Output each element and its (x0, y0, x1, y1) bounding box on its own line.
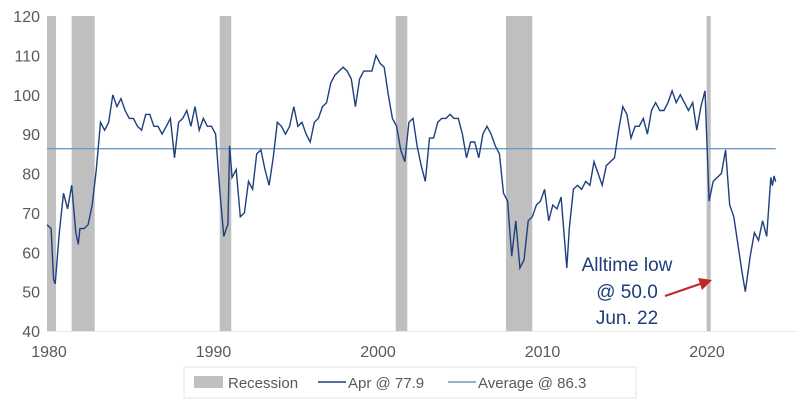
legend-series-label: Apr @ 77.9 (348, 375, 424, 392)
legend-recession-label: Recession (228, 375, 298, 392)
legend-box (183, 366, 637, 399)
recession-band (47, 16, 57, 331)
x-tick-label: 2000 (360, 344, 396, 361)
y-ticks: 40 50 60 70 80 90 100 110 120 (13, 9, 40, 341)
annotation-line-3: Jun. 22 (596, 308, 658, 329)
recession-band (219, 16, 232, 331)
y-tick-label: 120 (13, 9, 40, 26)
y-tick-label: 60 (22, 245, 40, 262)
arrow-head-icon (698, 278, 712, 290)
recession-band (505, 16, 533, 331)
annotation-line-1: Alltime low (582, 255, 673, 276)
y-tick-label: 70 (22, 206, 40, 223)
annotation: Alltime low @ 50.0 Jun. 22 (582, 255, 712, 329)
legend: Recession Apr @ 77.9 Average @ 86.3 (183, 366, 637, 399)
x-tick-label: 1980 (31, 344, 67, 361)
x-tick-label: 2020 (689, 344, 725, 361)
recession-band (395, 16, 408, 331)
x-tick-label: 2010 (525, 344, 561, 361)
y-tick-label: 110 (14, 48, 40, 65)
annotation-line-2: @ 50.0 (596, 282, 658, 303)
y-tick-label: 90 (22, 127, 40, 144)
recession-bands (47, 16, 711, 331)
y-tick-label: 80 (22, 167, 40, 184)
annotation-arrow (664, 282, 701, 298)
y-tick-label: 40 (22, 324, 40, 341)
legend-recession-swatch (194, 376, 223, 388)
sentiment-line (46, 53, 777, 292)
x-tick-label: 1990 (196, 344, 232, 361)
legend-average-label: Average @ 86.3 (478, 375, 586, 392)
x-ticks: 1980 1990 2000 2010 2020 (31, 344, 725, 361)
y-tick-label: 100 (13, 88, 40, 105)
recession-band (71, 16, 95, 331)
y-tick-label: 50 (22, 285, 40, 302)
